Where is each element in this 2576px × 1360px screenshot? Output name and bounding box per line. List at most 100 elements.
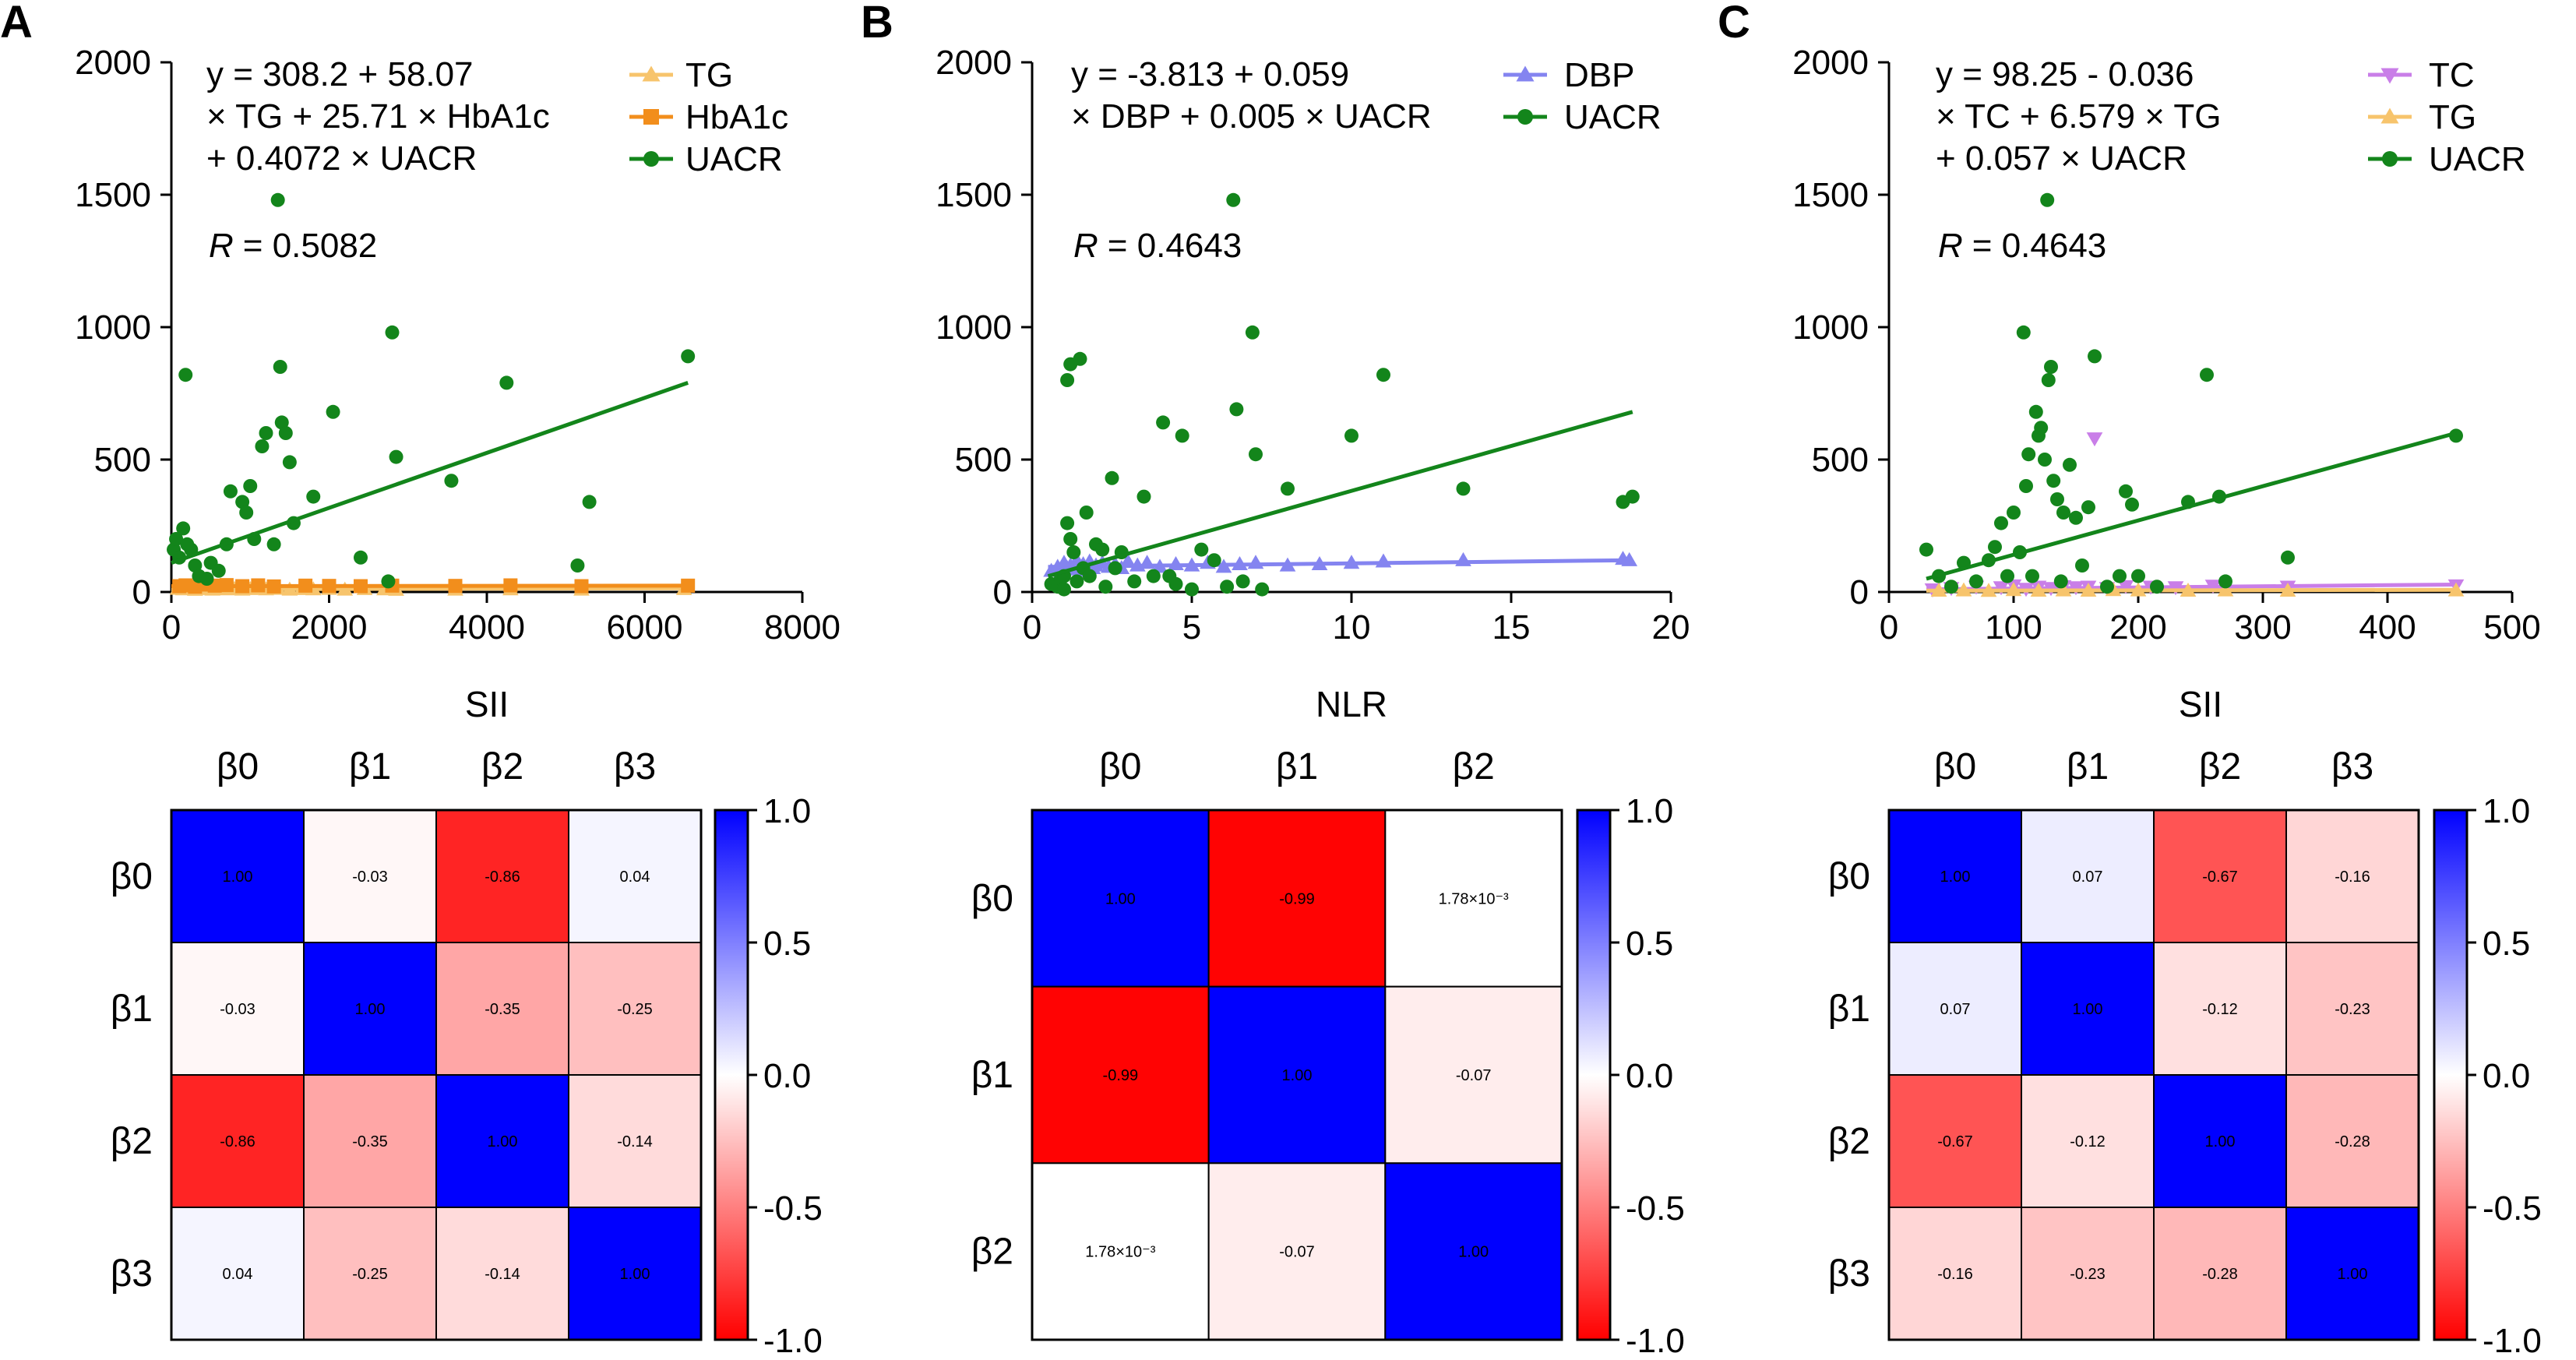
equation-line: × DBP + 0.005 × UACR — [1071, 97, 1432, 136]
legend: TG HbA1c UACR — [629, 56, 788, 178]
heatmap-cell — [1384, 809, 1563, 988]
data-point — [1070, 574, 1084, 589]
data-point — [1066, 545, 1081, 559]
colorbar-tick-label: -0.5 — [763, 1189, 823, 1228]
y-tick-label: 500 — [955, 441, 1012, 479]
data-point — [2034, 421, 2049, 435]
legend-marker — [1516, 65, 1535, 82]
y-tick-label: 2000 — [936, 44, 1012, 82]
data-point — [2007, 506, 2021, 520]
y-tick-label: 500 — [94, 441, 151, 479]
heatmap-column-label: β0 — [1934, 746, 1976, 787]
data-point — [199, 572, 214, 586]
heatmap-cell — [2153, 1207, 2287, 1341]
data-point — [2075, 558, 2089, 573]
legend-item: DBP — [1503, 56, 1634, 94]
data-point — [2069, 510, 2083, 525]
heatmap-cell-value: -0.12 — [2070, 1133, 2106, 1150]
data-point — [1994, 516, 2008, 530]
data-point — [1063, 532, 1078, 546]
heatmap-cell — [171, 942, 305, 1076]
data-point — [582, 495, 597, 509]
data-point — [2050, 492, 2064, 506]
legend-label: UACR — [2429, 140, 2526, 178]
data-point — [1255, 582, 1270, 597]
data-point — [2028, 404, 2043, 419]
colorbar-gradient — [1576, 809, 1612, 1341]
x-tick-label: 0 — [162, 608, 181, 647]
legend-item: UACR — [629, 140, 783, 178]
data-point — [1095, 542, 1110, 557]
heatmap-border — [1887, 809, 2420, 1341]
heatmap-row-label: β1 — [111, 988, 153, 1030]
heatmap-cell — [2021, 942, 2155, 1076]
heatmap-cell — [2285, 1207, 2419, 1341]
heatmap-cell — [1207, 985, 1387, 1164]
r-symbol: R — [209, 227, 234, 265]
legend-marker — [642, 65, 661, 82]
data-point — [2016, 325, 2031, 340]
heatmap-cell-value: -0.14 — [617, 1133, 653, 1150]
data-point — [2019, 479, 2033, 493]
heatmap-cell — [303, 1207, 437, 1341]
r-annotation: R = 0.5082 — [209, 227, 377, 265]
r-value: = 0.4643 — [1108, 227, 1242, 265]
heatmap-cell-value: 1.78×10⁻³ — [1439, 890, 1509, 907]
heatmap-cell — [435, 942, 569, 1076]
heatmap-cell — [435, 1074, 569, 1208]
data-point — [1108, 561, 1122, 576]
series-uacr — [167, 192, 696, 589]
heatmap-cell-value: 1.00 — [2338, 1266, 2368, 1283]
x-tick-label: 100 — [1985, 608, 2042, 647]
colorbar-tick-label: 1.0 — [2483, 792, 2530, 830]
y-tick-label: 500 — [1812, 441, 1869, 479]
correlation-heatmap: 1.00 0.07 -0.67 -0.16 0.07 1.00 -0.12 -0.23 -0.6… — [1828, 746, 2420, 1341]
heatmap-cell-value: 1.78×10⁻³ — [1085, 1244, 1155, 1261]
data-point — [2281, 550, 2295, 565]
equation-line: y = 308.2 + 58.07 — [206, 55, 474, 93]
data-point — [2056, 506, 2070, 520]
series-tg — [1926, 582, 2465, 597]
data-point — [176, 521, 191, 536]
data-point — [1220, 580, 1235, 594]
colorbar-tick-label: -0.5 — [1626, 1189, 1685, 1228]
heatmap-cell-value: -0.99 — [1103, 1067, 1139, 1084]
data-point — [2063, 457, 2077, 472]
heatmap-cell-value: 0.07 — [2073, 868, 2103, 886]
data-point — [1098, 580, 1113, 594]
heatmap-column-label: β0 — [1099, 746, 1141, 787]
colorbar-tick-label: 1.0 — [1626, 792, 1673, 830]
colorbar-gradient — [714, 809, 749, 1341]
y-tick-label: 0 — [132, 573, 151, 611]
data-point — [178, 368, 193, 382]
colorbar-tick-label: -1.0 — [763, 1322, 823, 1360]
heatmap-row-label: β0 — [1828, 856, 1870, 897]
heatmap-cell — [568, 1074, 702, 1208]
heatmap-cell — [1031, 985, 1210, 1164]
data-point — [2000, 569, 2014, 583]
data-point — [1625, 489, 1640, 504]
x-tick-label: 0 — [1023, 608, 1041, 647]
colorbar: 1.0 0.5 0.0 -0.5 -1.0 — [1576, 792, 1685, 1360]
heatmap-cell-value: 1.00 — [1940, 868, 1971, 886]
heatmap-cell — [2153, 809, 2287, 943]
data-point — [1376, 368, 1390, 382]
data-point — [1229, 402, 1244, 417]
heatmap-cell — [2021, 1074, 2155, 1208]
x-tick-label: 20 — [1652, 608, 1690, 647]
data-point — [1073, 351, 1087, 366]
y-tick-label: 1000 — [75, 308, 151, 347]
data-point — [169, 532, 184, 546]
legend-marker — [1517, 109, 1533, 125]
heatmap-cell — [1888, 1074, 2022, 1208]
equation-line: + 0.4072 × UACR — [206, 139, 477, 178]
heatmap-cell-value: -0.16 — [1937, 1266, 1973, 1283]
colorbar: 1.0 0.5 0.0 -0.5 -1.0 — [714, 792, 823, 1360]
heatmap-row-label: β2 — [1828, 1121, 1870, 1162]
data-point — [2100, 580, 2114, 594]
heatmap-cell — [568, 1207, 702, 1341]
legend-marker — [2382, 151, 2398, 167]
y-tick-label: 0 — [993, 573, 1012, 611]
equation-line: × TG + 25.71 × HbA1c — [206, 97, 550, 136]
data-point — [1245, 325, 1260, 340]
